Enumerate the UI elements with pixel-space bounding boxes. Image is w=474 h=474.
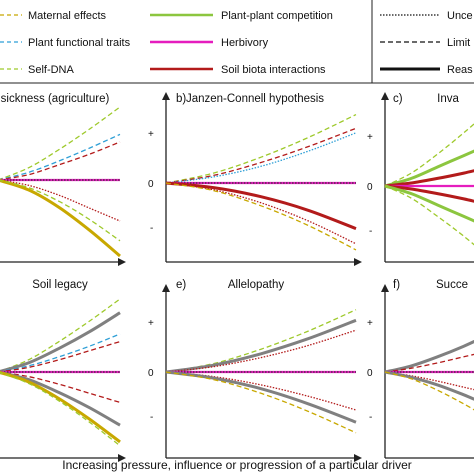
series-line-6 (0, 179, 121, 258)
series-line-6 (384, 371, 474, 411)
series-line-5 (165, 371, 357, 411)
series-line-1 (384, 149, 474, 188)
series-group (0, 106, 121, 258)
y-axis-arrow (381, 284, 389, 292)
panel-d: Soil legacy (0, 279, 126, 462)
panel-e: +0 - e) Allelopathy (148, 279, 362, 462)
x-axis-arrow (354, 454, 362, 462)
tick-zero: 0 (148, 179, 154, 190)
legend-style-label-1: Limit (447, 37, 470, 49)
tick-minus: - (369, 412, 372, 423)
tick-plus: + (367, 132, 373, 143)
series-group (0, 298, 121, 447)
series-line-7 (0, 179, 121, 242)
series-group (165, 114, 357, 251)
panel-a: sickness (agriculture) (0, 93, 126, 266)
tick-minus: - (150, 412, 153, 423)
legend-label-competition: Plant-plant competition (221, 10, 333, 22)
series-line-5 (165, 181, 357, 231)
series-line-9 (0, 372, 121, 447)
x-axis-arrow (118, 454, 126, 462)
series-line-6 (165, 182, 357, 245)
series-line-7 (165, 182, 357, 251)
series-line-6 (165, 370, 357, 424)
series-group (384, 123, 474, 246)
series-line-2 (0, 333, 121, 373)
panel-letter: f) (393, 279, 400, 291)
series-line-4 (384, 184, 474, 203)
series-line-5 (384, 370, 474, 401)
series-line-0 (0, 298, 121, 372)
legend-frame (0, 82, 474, 84)
tick-minus: - (369, 226, 372, 237)
legend: Maternal effects Plant functional traits S… (0, 0, 474, 84)
panel-title: Inva (437, 93, 459, 105)
series-line-3 (0, 340, 121, 373)
series-line-1 (0, 133, 121, 181)
panel-f: +0 - f) Succe (367, 279, 474, 459)
chart-panels: sickness (agriculture) +0 - b) Janzen-Connel… (0, 92, 474, 462)
tick-zero: 0 (367, 182, 373, 193)
y-axis-arrow (162, 92, 170, 100)
panel-letter: c) (393, 93, 403, 105)
panel-c: +0 - c) Inva (367, 92, 474, 263)
legend-label-selfdna: Self-DNA (28, 64, 75, 76)
legend-label-maternal: Maternal effects (28, 10, 107, 22)
series-line-0 (0, 106, 121, 180)
series-line-2 (165, 132, 357, 184)
x-axis-arrow (118, 258, 126, 266)
tick-plus: + (367, 318, 373, 329)
tick-zero: 0 (367, 368, 373, 379)
x-axis-arrow (354, 258, 362, 266)
tick-zero: 0 (148, 368, 154, 379)
legend-label-traits: Plant functional traits (28, 37, 131, 49)
series-line-1 (165, 127, 357, 184)
series-line-0 (165, 309, 357, 373)
panel-title: Janzen-Connell hypothesis (186, 93, 324, 105)
series-line-7 (165, 371, 357, 434)
legend-label-herbivory: Herbivory (221, 37, 269, 49)
panel-title: Soil legacy (32, 279, 88, 291)
series-line-2 (0, 141, 121, 181)
panel-title: sickness (agriculture) (1, 93, 110, 105)
y-axis-arrow (162, 284, 170, 292)
panel-title: Succe (436, 279, 468, 291)
series-line-6 (384, 185, 474, 246)
panel-b: +0 - b) Janzen-Connell hypothesis (148, 92, 362, 266)
series-line-2 (384, 169, 474, 188)
series-line-8 (0, 371, 121, 444)
series-line-0 (384, 339, 474, 374)
series-group (384, 339, 474, 411)
legend-style-label-0: Unce (447, 10, 473, 22)
panel-title: Allelopathy (228, 279, 285, 291)
series-group (165, 309, 357, 434)
tick-minus: - (150, 223, 153, 234)
series-line-5 (0, 179, 121, 222)
y-axis-arrow (381, 92, 389, 100)
series-line-0 (384, 123, 474, 187)
panel-letter: e) (176, 279, 186, 291)
legend-label-soilbiota: Soil biota interactions (221, 64, 326, 76)
legend-style-label-2: Reas (447, 64, 473, 76)
series-line-1 (165, 318, 357, 374)
series-line-5 (384, 184, 474, 223)
series-line-1 (0, 311, 121, 373)
tick-plus: + (148, 318, 154, 329)
series-line-2 (165, 329, 357, 373)
tick-plus: + (148, 129, 154, 140)
series-line-6 (0, 371, 121, 404)
x-axis-label: Increasing pressure, influence or progre… (62, 458, 412, 472)
series-line-0 (165, 114, 357, 184)
series-line-1 (384, 353, 474, 373)
panel-letter: b) (176, 93, 186, 105)
